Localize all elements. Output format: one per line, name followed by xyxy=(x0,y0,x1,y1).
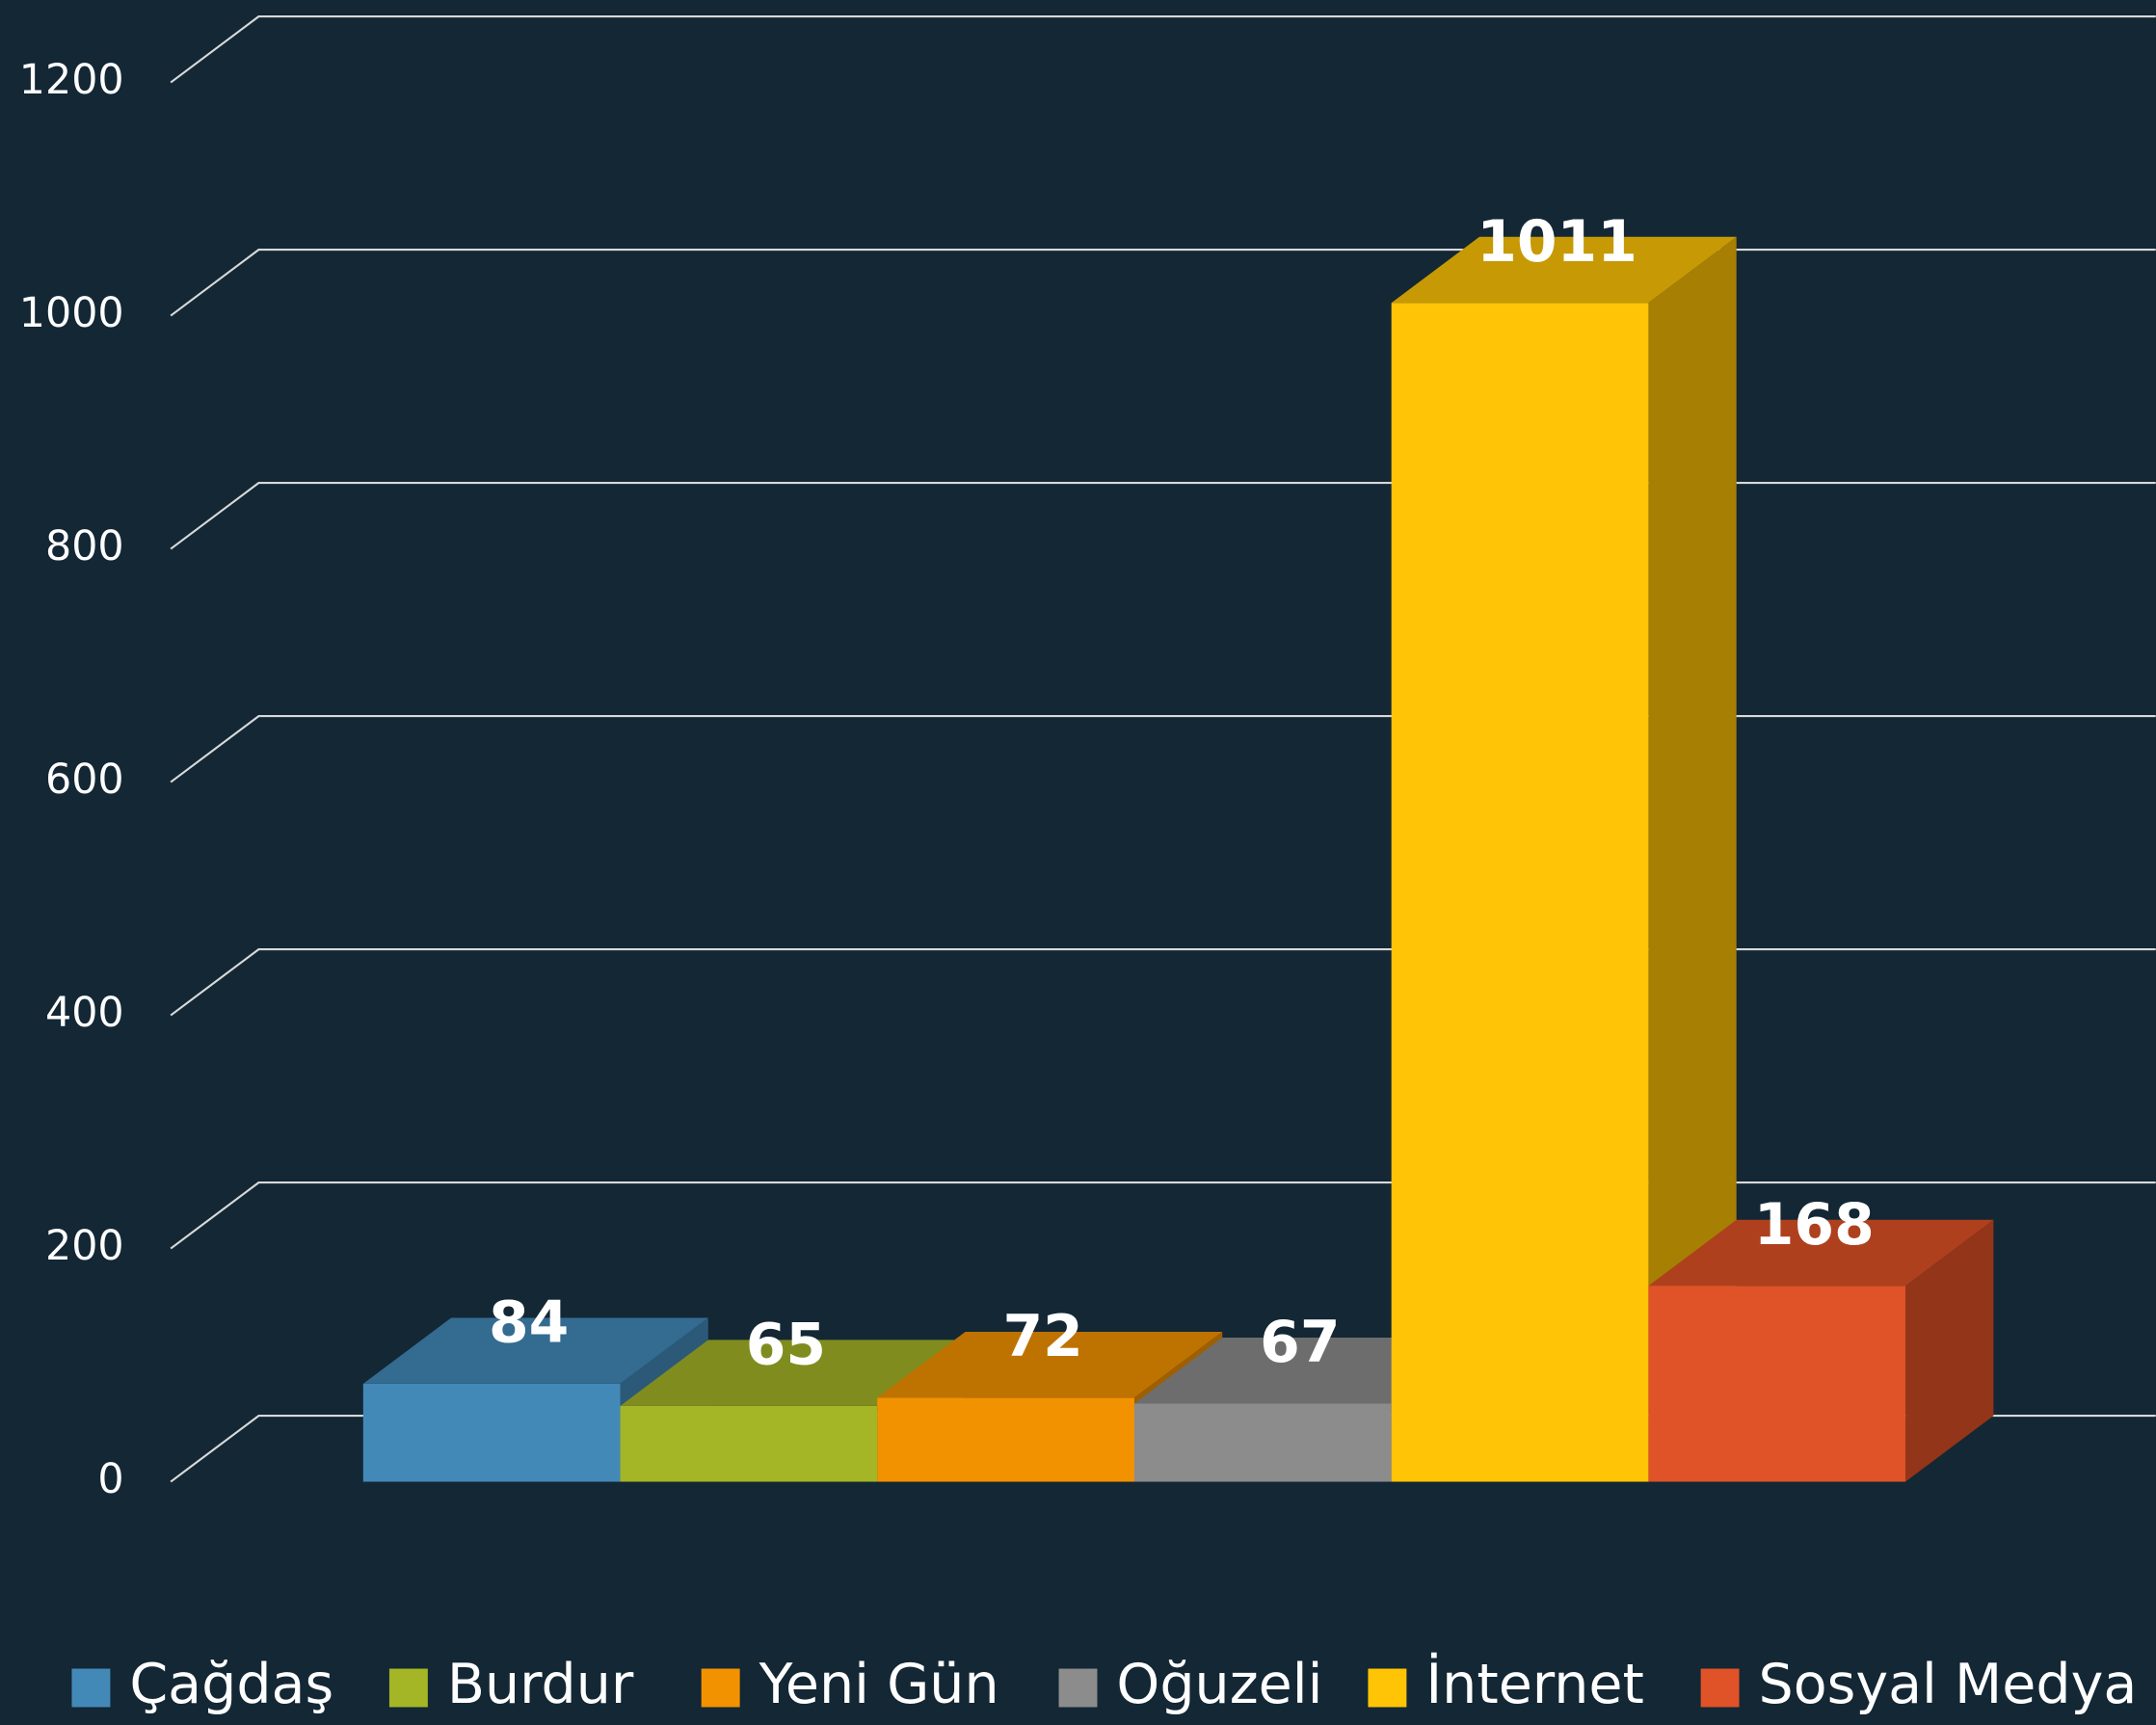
legend-label: Sosyal Medya xyxy=(1759,1653,2138,1716)
grid-line xyxy=(170,15,2156,84)
bar-top xyxy=(620,1340,966,1406)
y-tick-label: 0 xyxy=(97,1455,123,1503)
value-label: 1011 xyxy=(1477,208,1637,276)
bar-top xyxy=(877,1331,1223,1398)
bar-side xyxy=(1648,236,1737,1482)
bar-front xyxy=(362,1383,621,1482)
bar-front xyxy=(1133,1403,1392,1482)
y-tick-label: 400 xyxy=(45,989,124,1037)
legend-swatch xyxy=(1368,1668,1407,1708)
legend-swatch xyxy=(701,1668,740,1708)
bar xyxy=(1648,1219,1994,1482)
bar-top xyxy=(1391,236,1737,304)
legend-swatch xyxy=(1058,1668,1098,1708)
bar-front xyxy=(877,1397,1134,1482)
value-label: 65 xyxy=(746,1312,826,1379)
legend-swatch xyxy=(1700,1668,1740,1708)
bar-side xyxy=(1905,1219,1994,1482)
bar-top xyxy=(362,1317,708,1384)
value-label: 168 xyxy=(1754,1191,1875,1259)
legend-label: Burdur xyxy=(447,1653,634,1716)
y-tick-label: 600 xyxy=(45,756,124,804)
y-tick-label: 800 xyxy=(45,522,124,571)
y-tick-label: 1000 xyxy=(19,289,124,337)
value-label: 67 xyxy=(1260,1309,1340,1376)
legend-swatch xyxy=(71,1668,111,1708)
bar xyxy=(1391,236,1737,1482)
legend-swatch xyxy=(388,1668,428,1708)
value-label: 84 xyxy=(489,1289,569,1357)
bar-front xyxy=(1648,1286,1906,1482)
legend-label: Çağdaş xyxy=(129,1653,333,1716)
legend-label: Yeni Gün xyxy=(759,1653,999,1716)
bar-front xyxy=(620,1405,878,1482)
y-tick-label: 1200 xyxy=(19,56,124,104)
value-label: 72 xyxy=(1002,1303,1082,1370)
bar-top xyxy=(1648,1219,1994,1287)
legend-label: İnternet xyxy=(1425,1652,1644,1716)
y-tick-label: 200 xyxy=(45,1222,124,1270)
legend-label: Oğuzeli xyxy=(1116,1653,1322,1716)
bar-front xyxy=(1391,303,1649,1482)
